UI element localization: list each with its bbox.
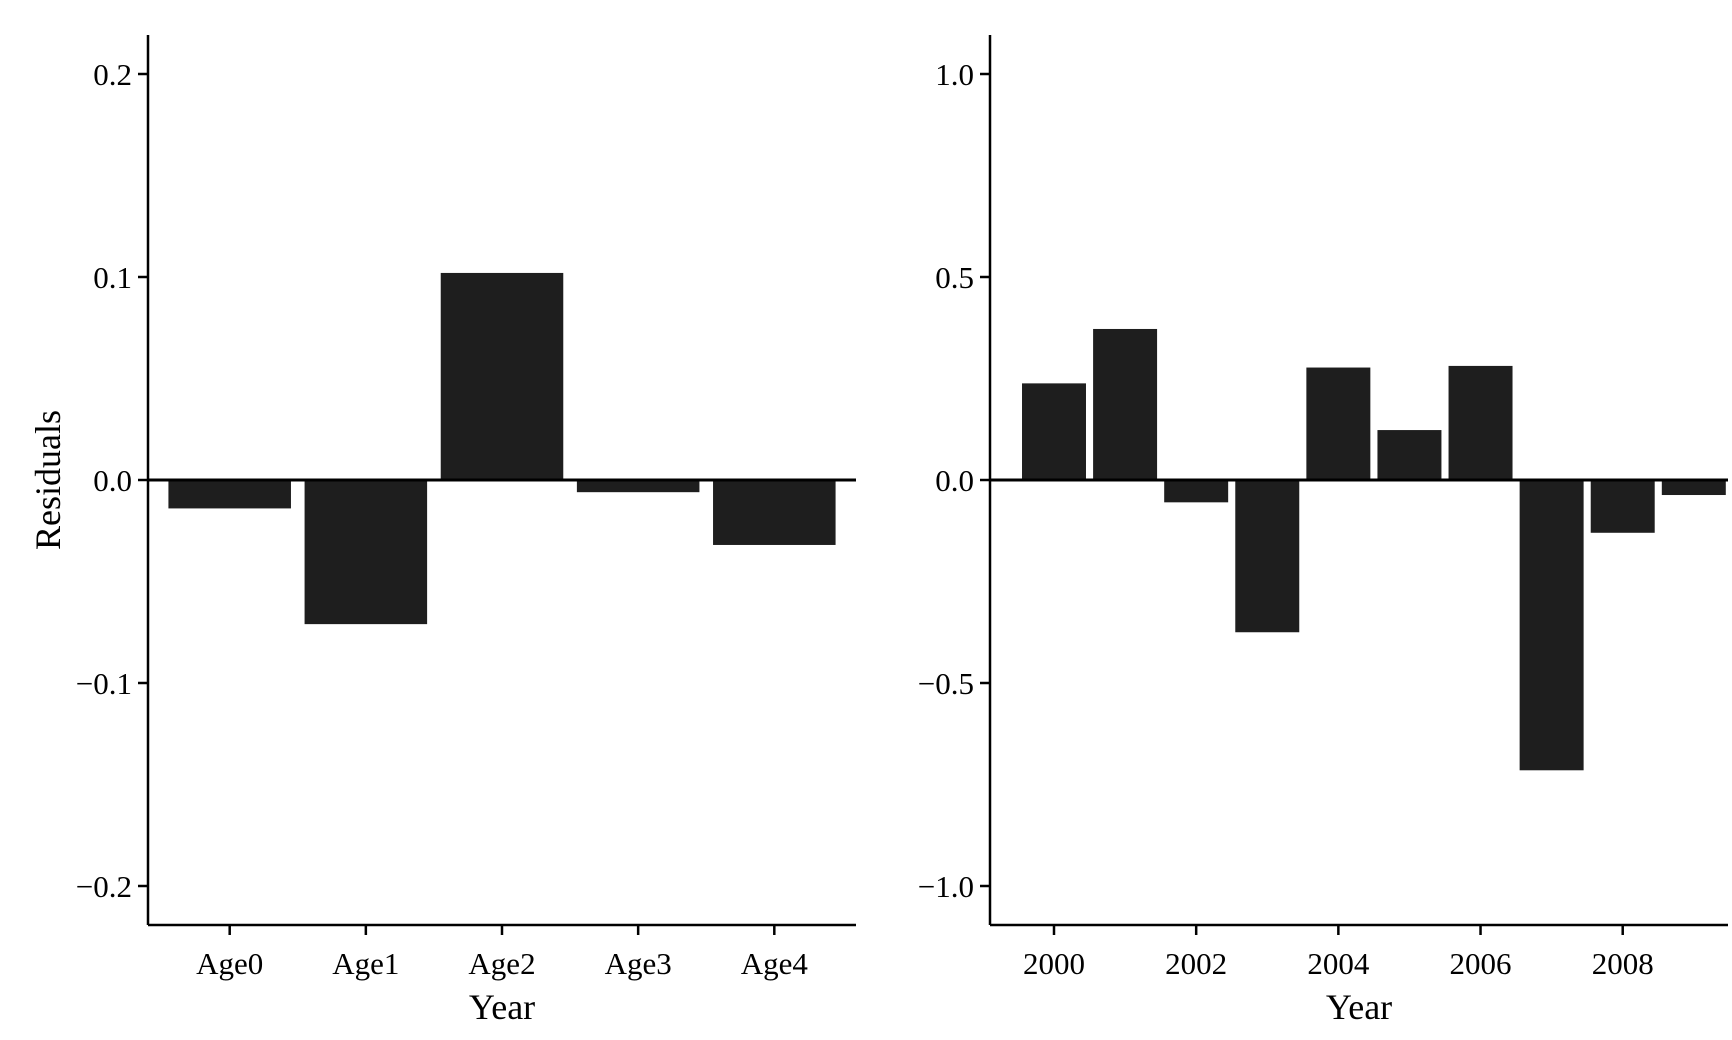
bar-group — [168, 272, 836, 625]
bar — [304, 480, 428, 625]
x-tick-label: 2006 — [1450, 946, 1512, 981]
y-tick-label: −0.2 — [76, 869, 132, 904]
y-tick-label: 0.5 — [935, 260, 974, 295]
panel-right-year-residuals: −1.0 −0.5 0.0 0.5 1.0 2000 2002 2004 2006 2008 Yea… — [918, 35, 1728, 1027]
bar — [1093, 328, 1158, 480]
y-tick-label: −0.1 — [76, 666, 132, 701]
y-tick-label: 0.0 — [93, 463, 132, 498]
bar — [713, 480, 836, 545]
panel-left-age-residuals: −0.2 −0.1 0.0 0.1 0.2 Age0 Age1 Age2 Age3 Age4 Yea… — [28, 35, 856, 1027]
bar — [168, 480, 291, 509]
x-tick-label: Age4 — [741, 946, 809, 981]
bar — [1235, 480, 1300, 633]
bar — [440, 272, 564, 480]
bar — [1377, 430, 1442, 480]
y-tick-label: 0.2 — [93, 57, 132, 92]
bar — [1164, 480, 1229, 503]
bar — [576, 480, 700, 493]
y-tick-label: 0.0 — [935, 463, 974, 498]
bar — [1022, 383, 1086, 480]
y-tick-label: −0.5 — [918, 666, 974, 701]
x-tick-label: 2008 — [1592, 946, 1654, 981]
bar — [1448, 365, 1513, 480]
x-tick-label: Age3 — [605, 946, 672, 981]
bar — [1306, 367, 1371, 480]
x-axis-label: Year — [469, 987, 535, 1027]
y-tick-label: 0.1 — [93, 260, 132, 295]
bar — [1519, 480, 1584, 771]
x-tick-label: 2000 — [1023, 946, 1085, 981]
y-axis-label: Residuals — [28, 410, 68, 550]
x-tick-label: Age2 — [468, 946, 535, 981]
x-tick-label: 2004 — [1307, 946, 1370, 981]
x-tick-label: 2002 — [1165, 946, 1227, 981]
bar-group — [1022, 328, 1726, 771]
bar — [1661, 480, 1726, 496]
x-tick-label: Age0 — [196, 946, 263, 981]
x-tick-label: Age1 — [332, 946, 399, 981]
bar — [1590, 480, 1655, 533]
y-tick-label: −1.0 — [918, 869, 974, 904]
y-tick-label: 1.0 — [935, 57, 974, 92]
x-axis-label: Year — [1326, 987, 1392, 1027]
